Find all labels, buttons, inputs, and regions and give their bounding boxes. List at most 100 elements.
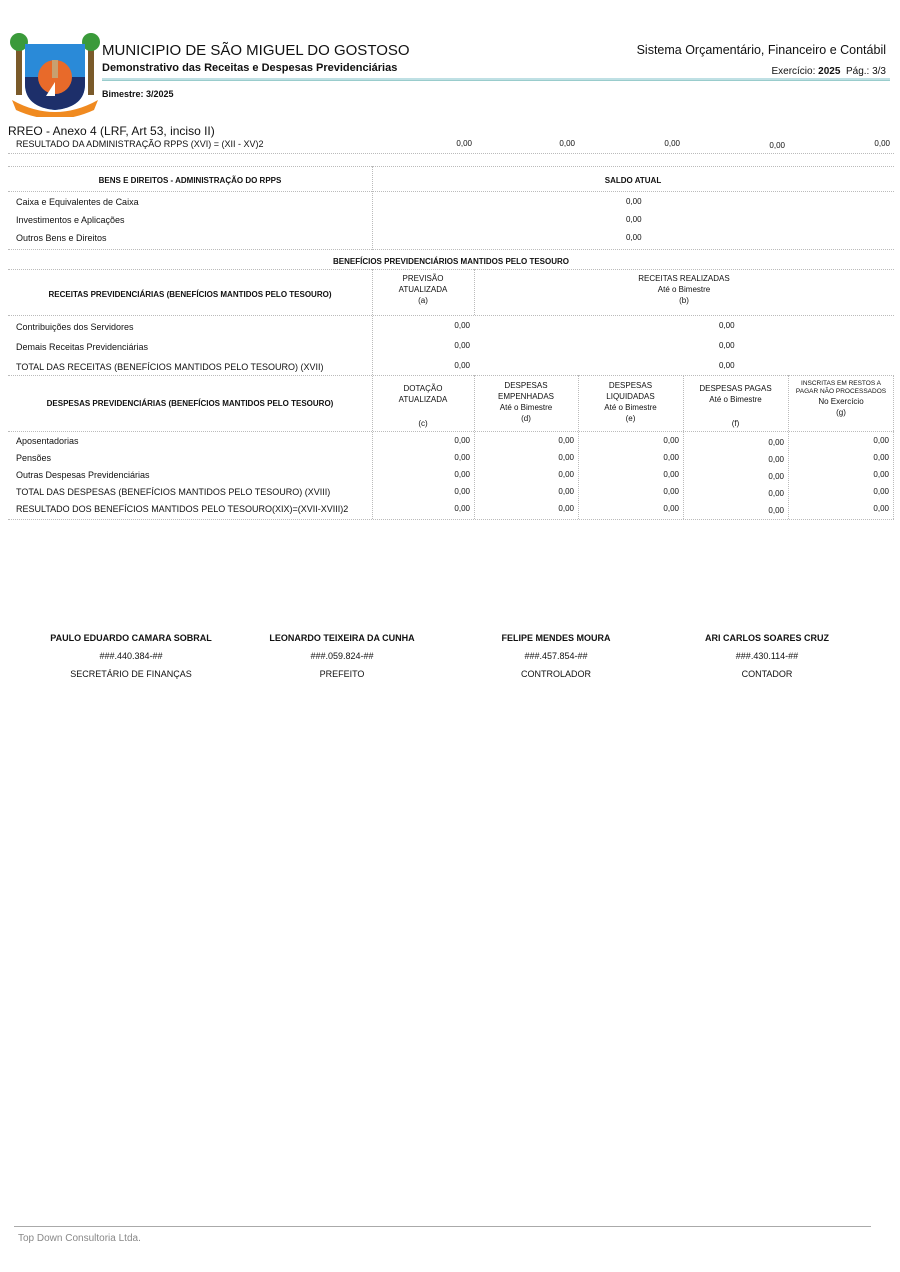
- bens-row-label: Outros Bens e Direitos: [16, 233, 107, 243]
- exercicio-label: Exercício:: [771, 66, 816, 77]
- col-header-line: Até o Bimestre: [499, 403, 553, 412]
- signer-name: FELIPE MENDES MOURA: [501, 633, 611, 643]
- value-cell: 0,00: [768, 438, 784, 447]
- col-header-line: DESPESAS: [608, 381, 653, 390]
- value-cell: 0,00: [559, 139, 575, 148]
- col-header-line: Até o Bimestre: [709, 395, 762, 404]
- value-cell: 0,00: [873, 504, 889, 513]
- col-header-line: Até o Bimestre: [604, 403, 657, 412]
- resultado-rpps-label: RESULTADO DA ADMINISTRAÇÃO RPPS (XVI) = …: [16, 139, 264, 149]
- col-f-header: DESPESAS PAGAS Até o Bimestre (f): [683, 383, 788, 429]
- col-g-header: INSCRITAS EM RESTOS A PAGAR NÃO PROCESSA…: [792, 380, 890, 418]
- signer-name: LEONARDO TEIXEIRA DA CUNHA: [269, 633, 415, 643]
- signer-name: PAULO EDUARDO CAMARA SOBRAL: [50, 633, 212, 643]
- value-cell: 0,00: [719, 321, 735, 330]
- signature-block: PAULO EDUARDO CAMARA SOBRAL ###.440.384-#…: [21, 629, 241, 683]
- despesa-row-label: RESULTADO DOS BENEFÍCIOS MANTIDOS PELO T…: [16, 504, 349, 514]
- bens-row-value: 0,00: [626, 233, 642, 242]
- signer-role: CONTADOR: [741, 669, 793, 679]
- page-number: Pág.: 3/3: [845, 66, 886, 77]
- value-cell: 0,00: [719, 341, 735, 350]
- value-cell: 0,00: [769, 141, 785, 150]
- value-cell: 0,00: [663, 453, 679, 462]
- col-b-header: RECEITAS REALIZADAS Até o Bimestre (b): [474, 273, 894, 306]
- bens-row-value: 0,00: [626, 215, 642, 224]
- signer-document: ###.440.384-##: [99, 651, 163, 661]
- bens-header: BENS E DIREITOS - ADMINISTRAÇÃO DO RPPS: [98, 176, 282, 185]
- value-cell: 0,00: [454, 361, 470, 370]
- col-header-line: (b): [679, 296, 689, 305]
- saldo-header: SALDO ATUAL: [604, 176, 662, 185]
- receitas-header: RECEITAS PREVIDENCIÁRIAS (BENEFÍCIOS MAN…: [48, 290, 332, 299]
- value-cell: 0,00: [558, 470, 574, 479]
- value-cell: 0,00: [454, 504, 470, 513]
- despesa-row-label: TOTAL DAS DESPESAS (BENEFÍCIOS MANTIDOS …: [16, 487, 331, 497]
- signer-document: ###.457.854-##: [524, 651, 588, 661]
- value-cell: 0,00: [454, 487, 470, 496]
- municipality-logo: [10, 32, 100, 119]
- col-header-line: (g): [836, 408, 846, 417]
- bens-row-value: 0,00: [626, 197, 642, 206]
- bens-row-label: Caixa e Equivalentes de Caixa: [16, 197, 139, 207]
- receita-row-label: Contribuições dos Servidores: [16, 322, 134, 332]
- value-cell: 0,00: [874, 139, 890, 148]
- col-header-line: (c): [418, 419, 428, 428]
- value-cell: 0,00: [558, 436, 574, 445]
- value-cell: 0,00: [768, 455, 784, 464]
- annex-title: RREO - Anexo 4 (LRF, Art 53, inciso II): [8, 124, 215, 138]
- col-header-line: DESPESAS: [504, 381, 548, 390]
- exercicio-year: 2025: [818, 66, 841, 77]
- signer-name: ARI CARLOS SOARES CRUZ: [704, 633, 829, 643]
- col-header-line: (d): [521, 414, 531, 423]
- col-header-line: RECEITAS REALIZADAS: [638, 274, 730, 283]
- value-cell: 0,00: [558, 453, 574, 462]
- value-cell: 0,00: [663, 487, 679, 496]
- col-header-line: (e): [625, 414, 636, 423]
- value-cell: 0,00: [664, 139, 680, 148]
- value-cell: 0,00: [663, 504, 679, 513]
- signature-block: ARI CARLOS SOARES CRUZ ###.430.114-## CONT…: [657, 629, 877, 683]
- value-cell: 0,00: [454, 470, 470, 479]
- col-header-line: (f): [731, 419, 740, 428]
- value-cell: 0,00: [454, 436, 470, 445]
- signer-role: SECRETÁRIO DE FINANÇAS: [70, 669, 192, 679]
- col-header-line: ATUALIZADA: [398, 395, 448, 404]
- value-cell: 0,00: [768, 489, 784, 498]
- report-subtitle: Demonstrativo das Receitas e Despesas Pr…: [102, 62, 398, 74]
- value-cell: 0,00: [663, 436, 679, 445]
- col-header-line: No Exercício: [818, 397, 864, 406]
- header-rule: [102, 78, 890, 81]
- col-a-header: PREVISÃO ATUALIZADA (a): [372, 273, 474, 306]
- receita-row-label: TOTAL DAS RECEITAS (BENEFÍCIOS MANTIDOS …: [16, 362, 324, 372]
- value-cell: 0,00: [454, 453, 470, 462]
- col-header-line: DESPESAS PAGAS: [699, 384, 772, 393]
- bimestre: Bimestre: 3/2025: [102, 89, 174, 99]
- col-header-line: ATUALIZADA: [398, 285, 448, 294]
- value-cell: 0,00: [768, 506, 784, 515]
- value-cell: 0,00: [558, 504, 574, 513]
- despesa-row-label: Aposentadorias: [16, 436, 79, 446]
- value-cell: 0,00: [558, 487, 574, 496]
- signer-role: PREFEITO: [319, 669, 365, 679]
- col-d-header: DESPESAS EMPENHADAS Até o Bimestre (d): [474, 380, 578, 424]
- col-e-header: DESPESAS LIQUIDADAS Até o Bimestre (e): [578, 380, 683, 424]
- despesas-header: DESPESAS PREVIDENCIÁRIAS (BENEFÍCIOS MAN…: [46, 399, 334, 408]
- signer-role: CONTROLADOR: [520, 669, 591, 679]
- col-header-line: Até o Bimestre: [657, 285, 711, 294]
- bens-row-label: Investimentos e Aplicações: [16, 215, 125, 225]
- col-header-line: EMPENHADAS: [497, 392, 554, 401]
- receita-row-label: Demais Receitas Previdenciárias: [16, 342, 149, 352]
- col-header-line: PREVISÃO: [402, 274, 444, 283]
- footer-rule: [14, 1226, 871, 1227]
- signature-block: FELIPE MENDES MOURA ###.457.854-## CONTROL…: [446, 629, 666, 683]
- signature-block: LEONARDO TEIXEIRA DA CUNHA ###.059.824-##…: [232, 629, 452, 683]
- col-c-header: DOTAÇÃO ATUALIZADA (c): [372, 383, 474, 429]
- value-cell: 0,00: [873, 453, 889, 462]
- despesa-row-label: Outras Despesas Previdenciárias: [16, 470, 150, 480]
- system-name: Sistema Orçamentário, Financeiro e Contá…: [636, 43, 886, 57]
- value-cell: 0,00: [454, 321, 470, 330]
- value-cell: 0,00: [719, 361, 735, 370]
- col-header-line: DOTAÇÃO: [403, 384, 443, 393]
- value-cell: 0,00: [456, 139, 472, 148]
- col-header-line: (a): [418, 296, 428, 305]
